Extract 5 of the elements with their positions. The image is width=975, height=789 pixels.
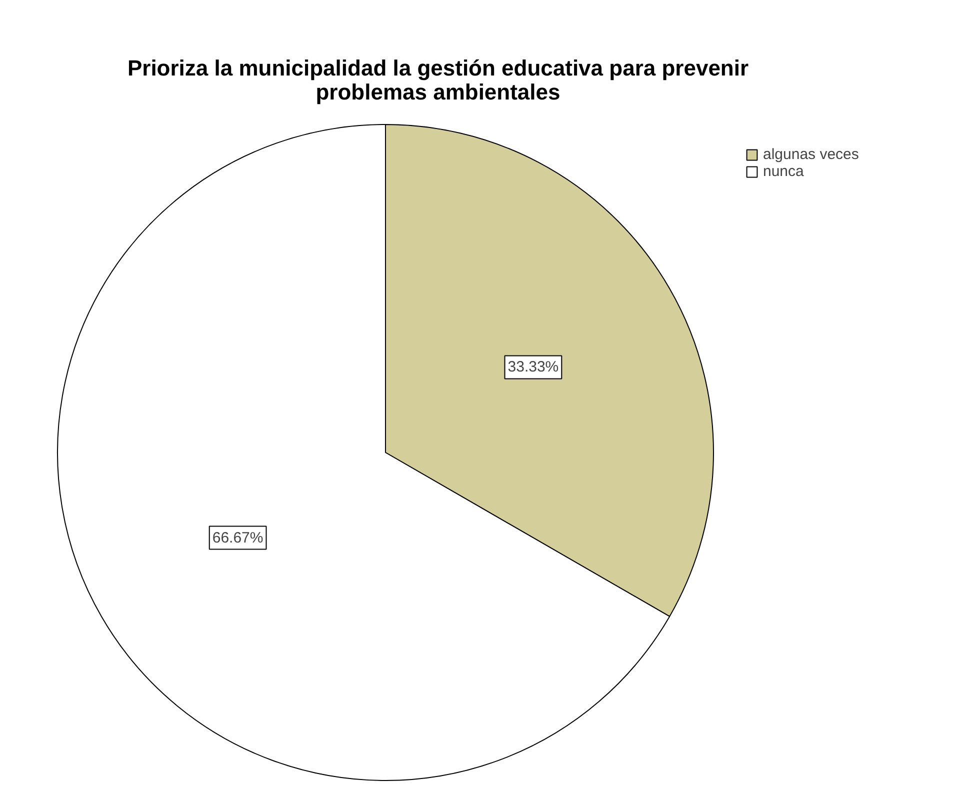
legend-label: algunas veces [763, 146, 859, 163]
chart-title: Prioriza la municipalidad la gestión educativa para prevenir problemas ambientales [127, 56, 749, 104]
data-label: 66.67% [212, 529, 264, 546]
data-label: 33.33% [508, 358, 559, 376]
legend-label: nunca [763, 163, 804, 180]
